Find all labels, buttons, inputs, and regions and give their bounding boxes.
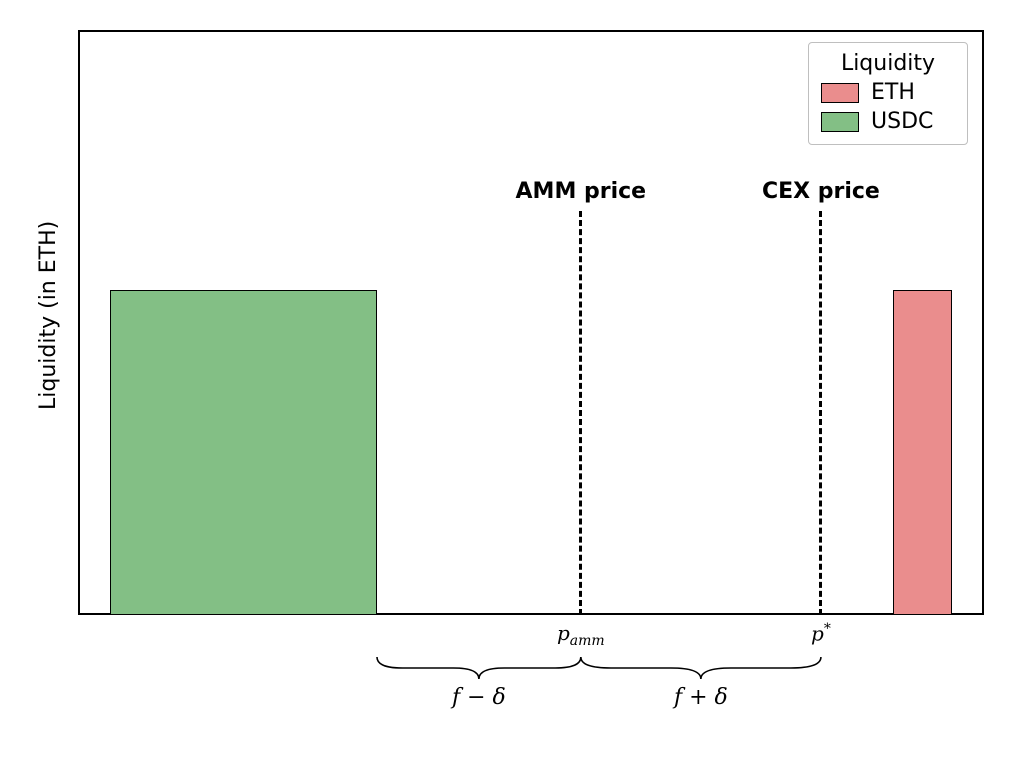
amm-price-line-tick: pamm	[541, 621, 621, 649]
legend-title: Liquidity	[821, 51, 955, 76]
legend-item: ETH	[821, 80, 955, 105]
liquidity-chart: Liquidity (in ETH) AMM priceCEX price f …	[0, 0, 1024, 767]
cex-price-line-tick: p*	[781, 621, 861, 646]
brace-right	[581, 657, 821, 679]
legend-label: USDC	[871, 109, 933, 134]
legend-swatch	[821, 83, 859, 103]
legend-label: ETH	[871, 80, 915, 105]
brace-left	[377, 657, 581, 679]
legend: Liquidity ETH USDC	[808, 42, 968, 145]
legend-item: USDC	[821, 109, 955, 134]
legend-swatch	[821, 112, 859, 132]
